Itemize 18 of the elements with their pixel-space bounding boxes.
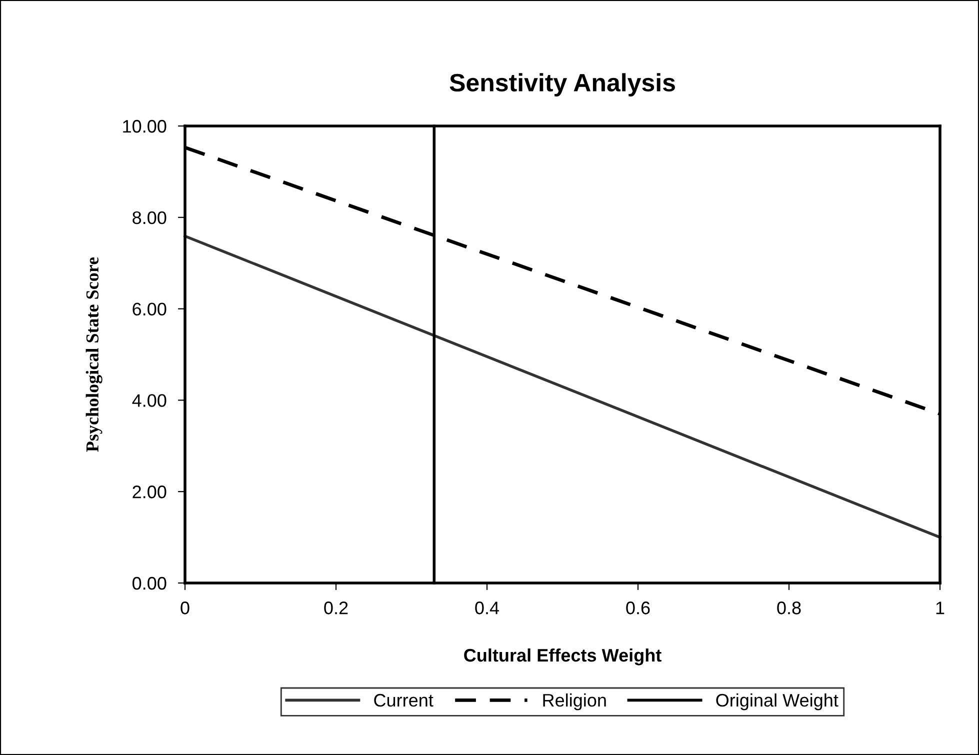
legend-label: Original Weight [716, 693, 838, 710]
x-tick-label: 0 [180, 602, 190, 614]
y-tick-label: 6.00 [132, 302, 166, 316]
y-axis-title: Psychological State Score [86, 257, 102, 452]
x-tick-label: 0.8 [777, 602, 801, 614]
y-tick-label: 0.00 [132, 576, 166, 590]
y-tick-label: 10.00 [123, 120, 166, 133]
y-tick-label: 2.00 [132, 486, 166, 498]
legend-label: Religion [543, 693, 606, 710]
legend-label: Current [374, 694, 434, 707]
y-tick-label: 4.00 [132, 394, 166, 407]
x-tick-label: 0.4 [475, 602, 500, 614]
x-tick-label: 0.6 [626, 602, 650, 614]
x-tick-label: 0.2 [324, 602, 348, 614]
y-tick-label: 8.00 [132, 211, 166, 224]
x-axis-title: Cultural Effects Weight [464, 648, 662, 666]
x-tick-label: 1 [936, 602, 944, 614]
chart-title: Senstivity Analysis [450, 73, 675, 96]
